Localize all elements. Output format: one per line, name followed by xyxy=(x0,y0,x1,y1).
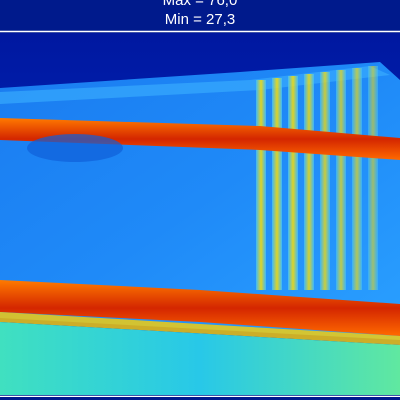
lower-hot-strip xyxy=(0,280,400,336)
fin xyxy=(272,78,282,290)
fin xyxy=(304,74,314,290)
fin xyxy=(368,66,378,290)
upper-hot-strip xyxy=(0,118,400,160)
fin xyxy=(288,76,298,290)
max-label: Max = 76,0 xyxy=(163,0,238,9)
strip-edge xyxy=(0,312,400,345)
fins xyxy=(256,66,378,290)
fin xyxy=(320,72,330,290)
header-band xyxy=(0,0,400,31)
fin xyxy=(352,68,362,290)
bottom-area xyxy=(0,322,400,395)
fin xyxy=(256,80,266,290)
footer-band xyxy=(0,397,400,400)
fin xyxy=(336,70,346,290)
min-label: Min = 27,3 xyxy=(165,11,235,28)
cool-spot xyxy=(27,134,123,162)
top-edge xyxy=(0,66,390,104)
